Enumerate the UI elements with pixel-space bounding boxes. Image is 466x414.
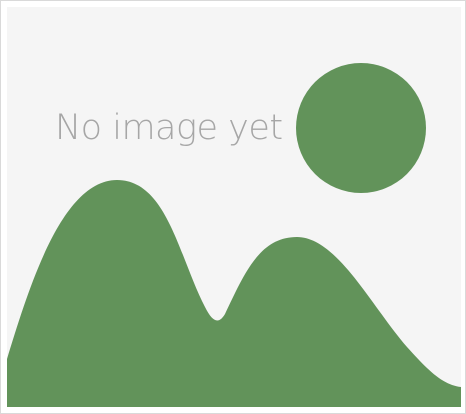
image-placeholder: No image yet (7, 7, 461, 407)
mountains-icon (7, 180, 461, 407)
no-image-caption: No image yet (55, 108, 283, 148)
image-placeholder-icon (7, 63, 461, 407)
sun-icon (296, 63, 426, 193)
